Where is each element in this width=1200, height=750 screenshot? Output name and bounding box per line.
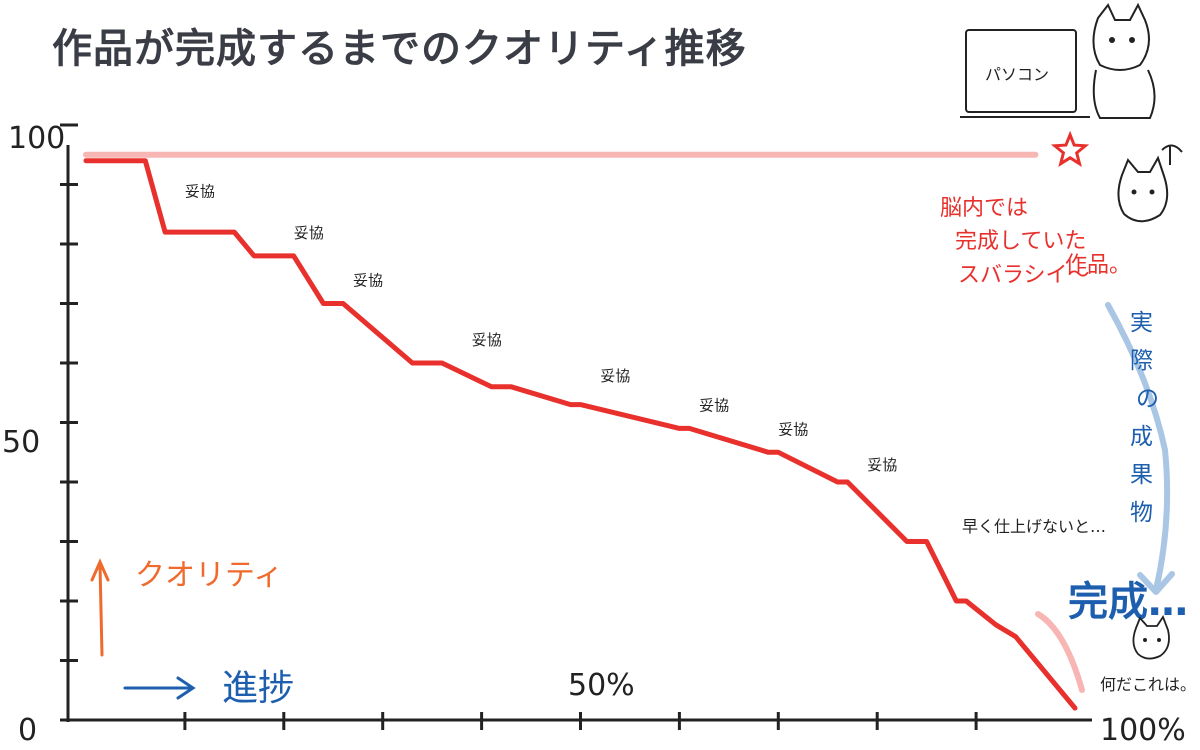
- compromise-label-4: 妥協: [472, 331, 502, 349]
- progress-arrow-icon: [123, 676, 196, 700]
- ytick-label-50: 50: [2, 425, 40, 460]
- actual-note-char-5: 果: [1130, 462, 1153, 488]
- hurry-note: 早く仕上げないと…: [962, 517, 1106, 536]
- compromise-label-7: 妥協: [778, 420, 808, 438]
- small-cat-squiggle: [1161, 144, 1183, 165]
- cat-eye-left: [1109, 37, 1115, 43]
- actual-note-char-2: 際: [1130, 348, 1153, 374]
- pc-label: パソコン: [985, 65, 1049, 84]
- brain-note-line-3: スバラシイ～: [958, 263, 1090, 288]
- faded-end-segment: [1035, 611, 1085, 693]
- cat-sketch-small: [1117, 144, 1183, 223]
- compromise-label-6: 妥協: [699, 397, 729, 415]
- compromise-label-2: 妥協: [294, 224, 324, 242]
- xtick-label-100: 100%: [1100, 713, 1186, 748]
- x-axis-label: 進捗: [222, 668, 294, 709]
- ytick-label-100: 100: [8, 121, 65, 156]
- small-cat-head: [1117, 155, 1169, 223]
- brain-note-line-2: 完成していた: [955, 229, 1086, 254]
- cat-eye-right: [1129, 37, 1135, 43]
- chart-title: 作品が完成するまでのクオリティ推移: [52, 26, 747, 72]
- actual-note-char-6: 物: [1130, 500, 1153, 526]
- compromise-label-1: 妥協: [185, 182, 215, 200]
- cat-sketch-tiny: [1132, 615, 1170, 660]
- small-cat-eye-right: [1149, 189, 1155, 195]
- cat-body: [1092, 69, 1156, 119]
- quality-arrow-icon: [90, 558, 110, 657]
- actual-note-char-3: の: [1136, 386, 1159, 412]
- cat-head: [1092, 2, 1150, 71]
- xtick-label-50: 50%: [568, 668, 635, 703]
- compromise-label-5: 妥協: [600, 367, 630, 385]
- ytick-label-0: 0: [18, 713, 37, 748]
- series-line-quality: [83, 158, 1078, 711]
- brain-note: 脳内では 完成していた スバラシイ～ 作品。: [940, 196, 1131, 288]
- axes: [60, 123, 1092, 730]
- pc-cat-illustration: パソコン: [960, 2, 1156, 119]
- compromise-label-3: 妥協: [353, 272, 383, 290]
- x-ticks: [183, 712, 978, 730]
- actual-result-arrow-icon: [1105, 302, 1175, 595]
- y-axis-label: クオリティ: [135, 558, 283, 593]
- y-ticks: [60, 123, 78, 722]
- brain-note-line-1: 脳内では: [940, 196, 1028, 221]
- brain-note-line-4: 作品。: [1065, 253, 1131, 278]
- tiny-cat-head: [1132, 615, 1170, 660]
- tiny-cat-eye-right: [1157, 638, 1161, 642]
- done-note: 完成…: [1068, 579, 1188, 625]
- tiny-cat-eye-left: [1143, 638, 1147, 642]
- pc-monitor: [965, 29, 1077, 113]
- actual-note-char-1: 実: [1130, 310, 1153, 336]
- what-note: 何だこれは。: [1100, 675, 1196, 694]
- small-cat-eye-left: [1131, 189, 1137, 195]
- actual-note-char-4: 成: [1130, 424, 1153, 450]
- compromise-label-8: 妥協: [867, 456, 897, 474]
- ideal-star-icon: [1050, 130, 1090, 167]
